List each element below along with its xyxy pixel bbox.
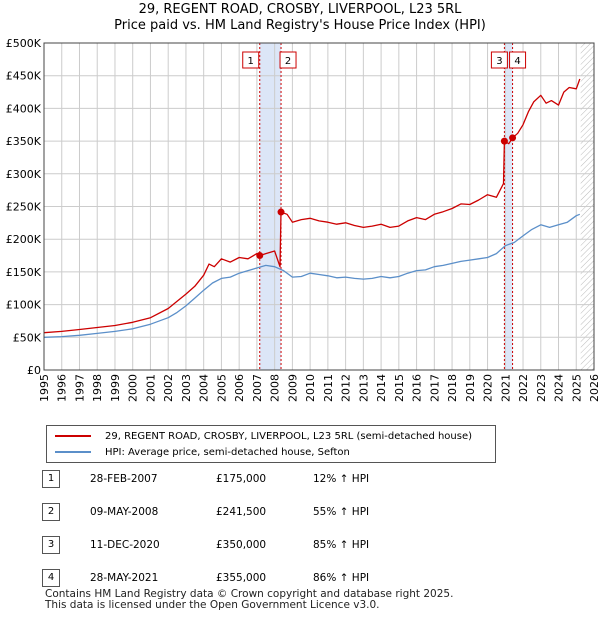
y-tick-label: £300K — [6, 168, 42, 181]
x-tick-label: 2006 — [233, 374, 246, 402]
sale-number: 2 — [42, 503, 60, 521]
legend-item-hpi: HPI: Average price, semi-detached house,… — [55, 445, 350, 459]
event-box-frame — [490, 51, 508, 69]
event-box-label: 3 — [496, 56, 502, 67]
event-box: 2 — [279, 51, 297, 69]
chart-subtitle: Price paid vs. HM Land Registry's House … — [114, 18, 486, 33]
x-tick-label: 2018 — [446, 374, 459, 402]
x-tick-label: 2012 — [340, 374, 353, 402]
y-tick-label: £150K — [6, 266, 42, 279]
sale-row: 4 28-MAY-2021 £355,000 86% ↑ HPI — [0, 569, 600, 589]
sale-number: 4 — [42, 569, 60, 587]
sale-number: 1 — [42, 470, 60, 488]
y-tick-label: £450K — [6, 70, 42, 83]
y-tick-label: £100K — [6, 299, 42, 312]
x-tick-label: 2003 — [180, 374, 193, 402]
event-box: 1 — [242, 51, 260, 69]
event-box: 4 — [509, 51, 527, 69]
x-tick-label: 2009 — [286, 374, 299, 402]
legend: 29, REGENT ROAD, CROSBY, LIVERPOOL, L23 … — [46, 425, 496, 463]
sale-hpi: 12% ↑ HPI — [313, 473, 370, 485]
footer: Contains HM Land Registry data © Crown c… — [45, 589, 453, 611]
sale-price: £175,000 — [216, 473, 267, 485]
y-tick-label: £250K — [6, 201, 42, 214]
series-line-property — [43, 78, 581, 334]
x-tick-label: 2011 — [322, 374, 335, 402]
legend-swatch-red — [55, 435, 91, 437]
sale-hpi: 86% ↑ HPI — [313, 572, 370, 584]
sale-row: 1 28-FEB-2007 £175,000 12% ↑ HPI — [0, 470, 600, 490]
legend-swatch-blue — [55, 451, 91, 453]
sale-date: 28-FEB-2007 — [90, 473, 158, 485]
sale-date: 28-MAY-2021 — [90, 572, 159, 584]
x-tick-label: 2001 — [144, 374, 157, 402]
series-line-hpi — [43, 213, 581, 338]
x-tick-label: 2020 — [482, 374, 495, 402]
y-tick-label: £500K — [6, 37, 42, 50]
sale-price: £355,000 — [216, 572, 267, 584]
x-tick-label: 1999 — [109, 374, 122, 402]
sale-hpi: 55% ↑ HPI — [313, 506, 370, 518]
sale-date: 09-MAY-2008 — [90, 506, 159, 518]
x-tick-label: 2021 — [499, 374, 512, 402]
x-tick-label: 2013 — [357, 374, 370, 402]
x-tick-label: 2022 — [517, 374, 530, 402]
x-tick-label: 2023 — [535, 374, 548, 402]
x-tick-label: 2004 — [198, 374, 211, 402]
sale-marker — [509, 134, 517, 142]
sale-marker — [277, 208, 285, 216]
sale-date: 11-DEC-2020 — [90, 539, 160, 551]
x-tick-label: 2017 — [428, 374, 441, 402]
y-tick-label: £0 — [27, 364, 41, 377]
x-tick-label: 2002 — [162, 374, 175, 402]
sale-price: £350,000 — [216, 539, 267, 551]
sale-marker — [500, 137, 508, 145]
y-tick-label: £400K — [6, 102, 42, 115]
sale-price: £241,500 — [216, 506, 267, 518]
event-box-label: 1 — [248, 56, 254, 67]
x-tick-label: 2016 — [411, 374, 424, 402]
event-box-frame — [509, 51, 527, 69]
x-tick-label: 2010 — [304, 374, 317, 402]
footer-copyright: Contains HM Land Registry data © Crown c… — [45, 588, 454, 600]
y-tick-label: £200K — [6, 233, 42, 246]
axes-frame — [43, 42, 595, 371]
x-tick-label: 2026 — [588, 374, 600, 402]
x-tick-label: 1996 — [56, 374, 69, 402]
x-tick-label: 2024 — [553, 374, 566, 402]
x-tick-label: 2014 — [375, 374, 388, 402]
event-box: 3 — [490, 51, 508, 69]
y-tick-label: £50K — [13, 331, 42, 344]
legend-item-property: 29, REGENT ROAD, CROSBY, LIVERPOOL, L23 … — [55, 429, 472, 443]
x-tick-label: 2000 — [127, 374, 140, 402]
x-tick-label: 2025 — [570, 374, 583, 402]
sale-hpi: 85% ↑ HPI — [313, 539, 370, 551]
sale-marker — [256, 252, 264, 260]
legend-label-hpi: HPI: Average price, semi-detached house,… — [105, 446, 350, 458]
x-tick-label: 1997 — [73, 374, 86, 402]
event-box-frame — [242, 51, 260, 69]
event-box-frame — [279, 51, 297, 69]
footer-licence: This data is licensed under the Open Gov… — [45, 599, 380, 611]
sale-row: 3 11-DEC-2020 £350,000 85% ↑ HPI — [0, 536, 600, 556]
event-box-label: 4 — [514, 56, 520, 67]
sale-number: 3 — [42, 536, 60, 554]
x-tick-label: 2005 — [215, 374, 228, 402]
y-tick-label: £350K — [6, 135, 42, 148]
event-box-label: 2 — [285, 56, 291, 67]
legend-label-property: 29, REGENT ROAD, CROSBY, LIVERPOOL, L23 … — [105, 430, 473, 442]
x-tick-label: 2008 — [269, 374, 282, 402]
price-chart: £0 £50K £100K £150K £200K £250K £300K £350K £400… — [6, 37, 600, 402]
x-tick-label: 2019 — [464, 374, 477, 402]
sale-row: 2 09-MAY-2008 £241,500 55% ↑ HPI — [0, 503, 600, 523]
x-tick-label: 2007 — [251, 374, 264, 402]
x-tick-label: 1995 — [38, 374, 51, 402]
x-tick-label: 2015 — [393, 374, 406, 402]
x-tick-label: 1998 — [91, 374, 104, 402]
chart-title: 29, REGENT ROAD, CROSBY, LIVERPOOL, L23 … — [138, 2, 462, 17]
